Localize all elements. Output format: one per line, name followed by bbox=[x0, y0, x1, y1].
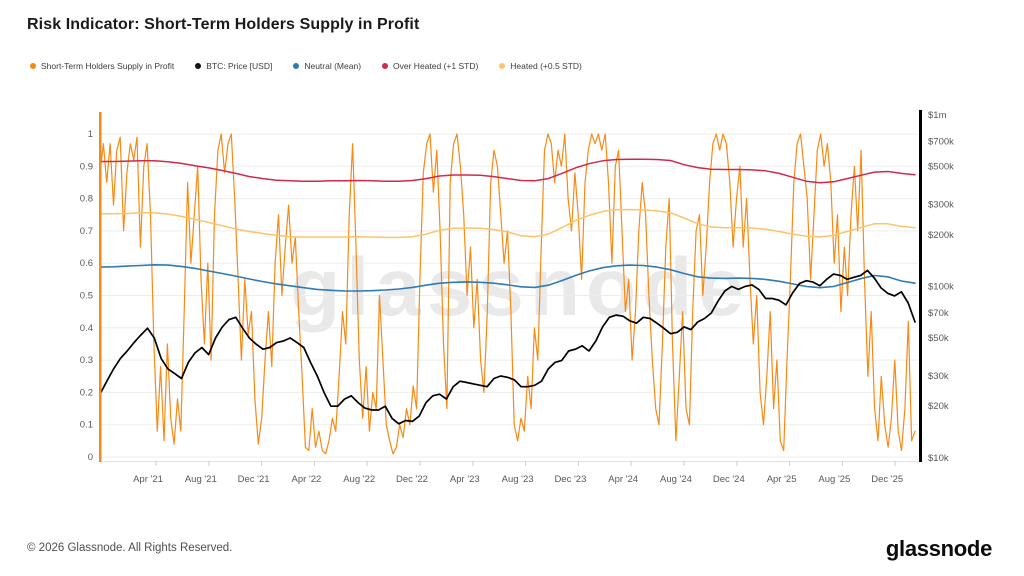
right-axis-tick: $50k bbox=[928, 333, 949, 344]
x-axis-tick-label: Dec '21 bbox=[238, 474, 270, 485]
legend-label: Short-Term Holders Supply in Profit bbox=[41, 61, 175, 71]
right-axis-tick: $200k bbox=[928, 230, 954, 241]
legend-item-heated[interactable]: Heated (+0.5 STD) bbox=[499, 61, 582, 71]
left-axis-tick-labels: 1 0.9 0.8 0.7 0.6 0.5 0.4 0.3 0.2 0.1 0 bbox=[80, 129, 93, 463]
left-axis-tick: 0.4 bbox=[80, 323, 93, 334]
series-line-btc-price-usd- bbox=[99, 269, 916, 425]
left-axis-tick: 0.7 bbox=[80, 226, 93, 237]
right-axis-tick: $20k bbox=[928, 401, 949, 412]
x-axis-tick-label: Apr '22 bbox=[291, 474, 321, 485]
x-axis-tick-label: Aug '23 bbox=[502, 474, 534, 485]
legend-label: Over Heated (+1 STD) bbox=[393, 61, 479, 71]
gridlines bbox=[100, 133, 918, 462]
x-axis-tick-label: Dec '23 bbox=[554, 474, 586, 485]
legend-dot-icon bbox=[499, 63, 506, 69]
legend-label: BTC: Price [USD] bbox=[206, 61, 273, 71]
x-axis-tick-label: Apr '21 bbox=[133, 474, 163, 485]
x-axis-tick-label: Aug '22 bbox=[343, 474, 375, 485]
right-axis-tick: $1m bbox=[928, 110, 947, 121]
x-axis-tick-label: Apr '24 bbox=[608, 474, 638, 485]
right-axis-tick: $30k bbox=[928, 371, 949, 382]
right-axis-tick-labels: $1m $700k $500k $300k $200k $100k $70k $50k $30k… bbox=[928, 110, 954, 464]
series-line-over-heated-1-std- bbox=[99, 158, 916, 184]
x-axis-tick-label: Aug '25 bbox=[818, 474, 850, 485]
chart-legend: Short-Term Holders Supply in Profit BTC:… bbox=[30, 61, 582, 71]
legend-item-sth-supply-in-profit[interactable]: Short-Term Holders Supply in Profit bbox=[30, 61, 174, 71]
page-title: Risk Indicator: Short-Term Holders Suppl… bbox=[27, 16, 420, 33]
legend-dot-icon bbox=[382, 63, 389, 69]
legend-item-neutral-mean[interactable]: Neutral (Mean) bbox=[293, 61, 361, 71]
left-axis-tick: 0.1 bbox=[80, 420, 93, 431]
series-line-heated-0-5-std- bbox=[99, 208, 916, 239]
right-axis-tick: $700k bbox=[928, 137, 954, 148]
copyright-text: © 2026 Glassnode. All Rights Reserved. bbox=[27, 542, 233, 554]
right-axis-tick: $10k bbox=[928, 453, 949, 464]
legend-dot-icon bbox=[30, 63, 36, 69]
left-axis-tick: 0.9 bbox=[80, 161, 93, 172]
x-axis-ticks bbox=[155, 461, 896, 466]
series-line-neutral-mean- bbox=[99, 263, 916, 292]
legend-item-btc-price[interactable]: BTC: Price [USD] bbox=[195, 61, 272, 71]
left-axis-tick: 0.5 bbox=[80, 291, 93, 302]
x-axis-tick-label: Apr '23 bbox=[450, 474, 480, 485]
glassnode-logo: glassnode bbox=[885, 536, 992, 561]
left-axis-tick: 0.2 bbox=[80, 387, 93, 398]
right-axis-tick: $300k bbox=[928, 200, 954, 211]
legend-label: Heated (+0.5 STD) bbox=[510, 61, 582, 71]
x-axis-tick-label: Dec '24 bbox=[713, 474, 745, 485]
legend-dot-icon bbox=[293, 63, 300, 69]
right-axis-tick: $100k bbox=[928, 281, 954, 292]
x-axis-tick-label: Dec '22 bbox=[396, 474, 428, 485]
legend-label: Neutral (Mean) bbox=[304, 61, 362, 71]
glassnode-watermark: glassnode bbox=[290, 242, 750, 333]
left-axis-tick: 1 bbox=[88, 129, 93, 140]
series-lines bbox=[99, 133, 916, 455]
left-axis-tick: 0.3 bbox=[80, 355, 93, 366]
left-axis-tick: 0.6 bbox=[80, 258, 93, 269]
left-axis-tick: 0.8 bbox=[80, 194, 93, 205]
x-axis-tick-label: Dec '25 bbox=[871, 474, 903, 485]
series-line-short-term-holders-supply-in-profit bbox=[99, 133, 916, 455]
left-axis-tick: 0 bbox=[88, 452, 93, 463]
x-axis-tick-labels: Apr '21 Aug '21 Dec '21 Apr '22 Aug '22 Dec '… bbox=[133, 474, 903, 485]
right-axis-tick: $70k bbox=[928, 308, 949, 319]
x-axis-tick-label: Aug '21 bbox=[185, 474, 217, 485]
x-axis-tick-label: Aug '24 bbox=[660, 474, 692, 485]
right-axis-line bbox=[919, 110, 922, 462]
right-axis-tick: $500k bbox=[928, 162, 954, 173]
legend-item-over-heated[interactable]: Over Heated (+1 STD) bbox=[382, 61, 478, 71]
left-axis-line bbox=[99, 112, 102, 462]
legend-dot-icon bbox=[195, 63, 202, 69]
x-axis-tick-label: Apr '25 bbox=[767, 474, 797, 485]
